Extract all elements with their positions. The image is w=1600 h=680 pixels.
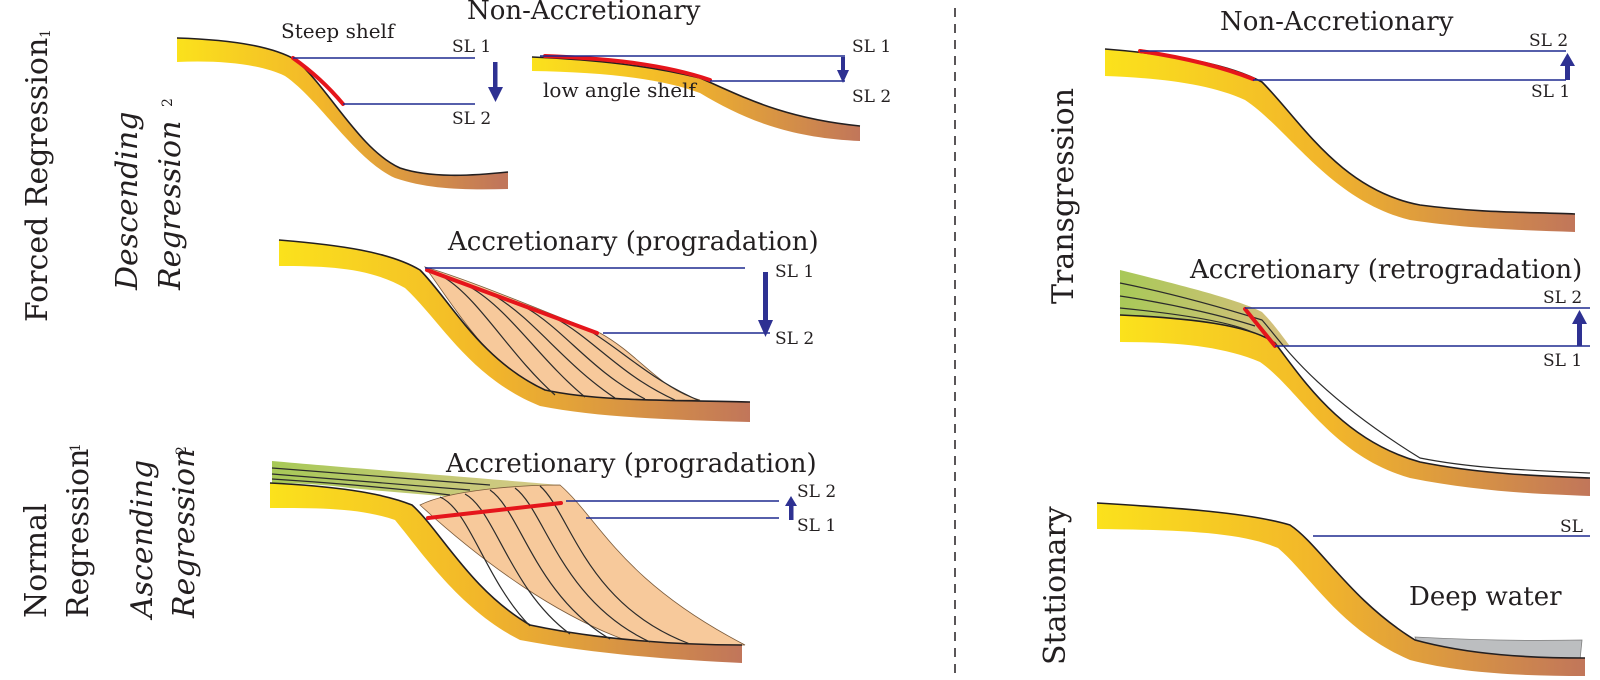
low-shelf-profile [532, 57, 860, 141]
trans-retro-sl1-label: SL 1 [1543, 351, 1582, 371]
steep-sl2-label: SL 2 [452, 109, 491, 129]
trans-retro-layer-lines [1119, 282, 1591, 474]
prog-asc-up-arrow [785, 496, 797, 520]
steep-shoreline-trajectory [291, 56, 345, 106]
steep-sl1-label: SL 1 [452, 37, 491, 57]
forced-regression-sup: 1 [38, 29, 54, 38]
trans-non-profile [1105, 49, 1575, 232]
panel-progradation-ascending: Accretionary (progradation) SL 2 SL 1 [269, 449, 836, 663]
svg-text:Regression: Regression [153, 121, 188, 291]
low-angle-shelf-label: low angle shelf [543, 78, 697, 102]
trans-retro-sl2-label: SL 2 [1543, 288, 1582, 308]
steep-shelf-profile [177, 38, 508, 190]
normal-regression-label: Normal Regression 1 [19, 443, 96, 618]
steep-down-arrow [488, 62, 503, 102]
low-sl2-label: SL 2 [852, 87, 891, 107]
prog-asc-sl2-label: SL 2 [797, 482, 836, 502]
low-sl1-label: SL 1 [852, 37, 891, 57]
prog-asc-shoreline [426, 501, 563, 520]
svg-text:Forced Regression: Forced Regression [20, 38, 55, 322]
svg-text:Regression: Regression [167, 449, 202, 619]
panel-transgression-non-accretionary: Non-Accretionary SL 2 SL 1 [1104, 7, 1576, 232]
prog-asc-clinoforms [439, 485, 691, 645]
stationary-sl-label: SL [1560, 517, 1583, 537]
stationary-label: Stationary [1038, 506, 1073, 665]
trans-non-title: Non-Accretionary [1220, 7, 1454, 37]
forced-regression-label: Forced Regression [20, 38, 55, 322]
prog-asc-title: Accretionary (progradation) [445, 449, 817, 479]
panel-low-angle-shelf: SL 1 SL 2 low angle shelf [531, 37, 891, 141]
trans-non-sl1-label: SL 1 [1531, 82, 1570, 102]
svg-text:Normal: Normal [19, 503, 54, 618]
panel-steep-title: Non-Accretionary [467, 0, 701, 26]
descending-regression-label: Descending Regression 2 [110, 98, 188, 291]
prog-asc-profile [270, 483, 742, 663]
prog-desc-sl2-label: SL 2 [775, 329, 814, 349]
transgression-label: Transgression [1046, 88, 1081, 304]
steep-shelf-label: Steep shelf [281, 19, 396, 43]
panel-retrogradation: Accretionary (retrogradation) SL 2 SL 1 [1119, 255, 1591, 496]
trans-non-up-arrow [1560, 53, 1575, 80]
trans-retro-up-arrow [1572, 310, 1587, 346]
prog-desc-down-arrow [758, 272, 773, 337]
trans-retro-shoreline [1243, 307, 1277, 348]
low-shoreline-trajectory [543, 54, 712, 82]
low-down-arrow [837, 57, 849, 83]
deep-water-label: Deep water [1409, 582, 1562, 612]
ascending-regression-label: Ascending Regression 2 [125, 446, 202, 621]
svg-text:1: 1 [68, 443, 84, 452]
svg-text:2: 2 [174, 446, 190, 455]
prog-asc-wedge [419, 484, 746, 646]
prog-desc-shoreline [425, 268, 599, 335]
svg-text:Regression: Regression [61, 449, 96, 618]
svg-text:Ascending: Ascending [125, 460, 160, 621]
trans-non-shoreline [1138, 49, 1255, 81]
stationary-profile [1097, 503, 1585, 676]
trans-non-sl2-label: SL 2 [1529, 31, 1568, 51]
panel-stationary: SL Deep water [1096, 502, 1590, 676]
prog-desc-sl1-label: SL 1 [775, 262, 814, 282]
trans-retro-profile [1120, 315, 1590, 496]
svg-text:Descending: Descending [110, 112, 145, 291]
svg-text:2: 2 [160, 98, 176, 107]
prog-desc-profile [279, 240, 750, 422]
trans-retro-title: Accretionary (retrogradation) [1189, 255, 1582, 285]
prog-desc-title: Accretionary (progradation) [447, 227, 819, 257]
panel-progradation-descending: Accretionary (progradation) SL 1 SL 2 [278, 227, 819, 422]
prog-desc-clinoforms [444, 277, 701, 402]
prog-asc-topset-lines [271, 467, 491, 496]
panel-steep-shelf: Non-Accretionary Steep shelf SL 1 SL 2 [176, 0, 701, 190]
prog-asc-sl1-label: SL 1 [797, 516, 836, 536]
